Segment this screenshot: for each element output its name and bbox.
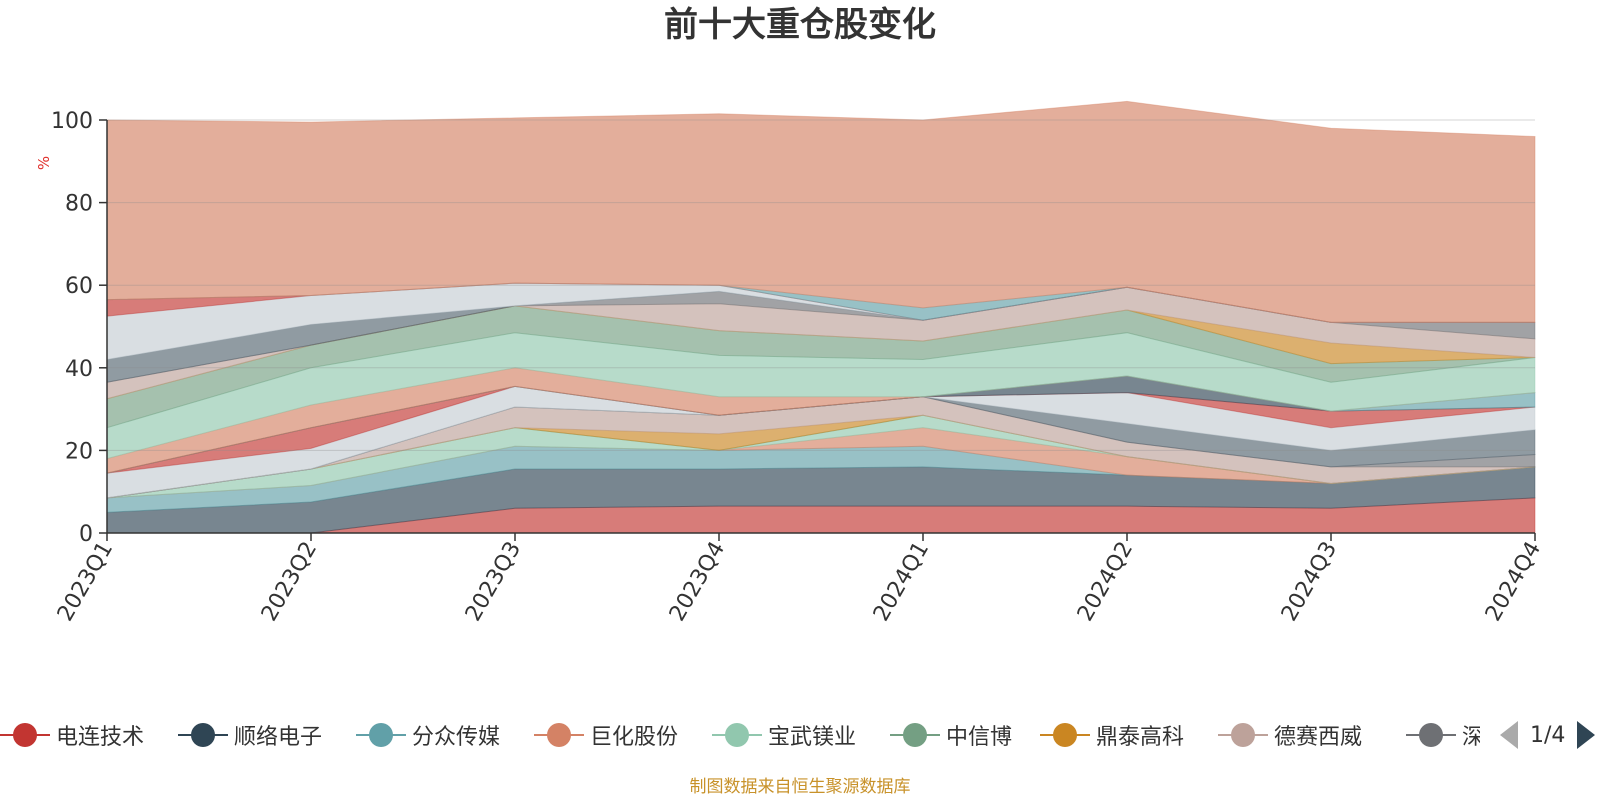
- legend-item[interactable]: 鼎泰高科: [1040, 713, 1184, 757]
- chart-title: 前十大重仓股变化: [664, 5, 936, 45]
- legend-item-label: 深: [1462, 725, 1480, 750]
- legend-marker-icon: [1040, 723, 1090, 747]
- legend-item[interactable]: 巨化股份: [534, 713, 678, 757]
- legend-next-page-icon[interactable]: [1577, 721, 1596, 749]
- legend-item[interactable]: 宝武镁业: [712, 713, 856, 757]
- legend-item-label: 德赛西威: [1274, 725, 1363, 750]
- legend-marker-icon: [356, 723, 406, 747]
- legend-item-label: 分众传媒: [412, 725, 501, 750]
- legend-item-label: 鼎泰高科: [1096, 725, 1185, 750]
- x-tick-label-4: 2024Q1: [869, 538, 934, 626]
- x-tick-label-3: 2023Q4: [665, 538, 730, 626]
- legend-marker-icon: [1218, 723, 1268, 747]
- y-tick-label-0: 0: [79, 522, 93, 547]
- legend-item-label: 宝武镁业: [768, 725, 857, 750]
- legend-item[interactable]: 电连技术: [0, 713, 144, 757]
- legend-item-label: 顺络电子: [234, 725, 323, 750]
- legend-prev-page-icon[interactable]: [1500, 721, 1518, 749]
- legend-item-label: 中信博: [946, 725, 1013, 750]
- legend-item[interactable]: 顺络电子: [178, 713, 322, 757]
- legend-items: 电连技术 顺络电子 分众传媒 巨化股份 宝武镁业 中信博 鼎泰高科 德赛西威 深: [0, 713, 1480, 757]
- legend: 电连技术 顺络电子 分众传媒 巨化股份 宝武镁业 中信博 鼎泰高科 德赛西威 深: [0, 713, 1600, 757]
- y-axis-label: %: [35, 156, 53, 170]
- x-tick-label-0: 2023Q1: [53, 538, 118, 626]
- y-tick-label-5: 100: [51, 109, 93, 134]
- legend-item-label: 巨化股份: [590, 725, 679, 750]
- legend-item[interactable]: 中信博: [890, 713, 1012, 757]
- y-tick-label-2: 40: [65, 357, 93, 382]
- legend-marker-icon: [0, 723, 50, 747]
- y-tick-label-1: 20: [65, 439, 93, 464]
- legend-marker-icon: [178, 723, 228, 747]
- legend-marker-icon: [534, 723, 584, 747]
- legend-pager: 1/4: [1500, 713, 1596, 757]
- legend-item[interactable]: 深: [1406, 713, 1480, 757]
- x-tick-label-6: 2024Q3: [1277, 538, 1342, 626]
- series-area-24: [106, 100, 1536, 323]
- x-tick-label-1: 2023Q2: [257, 538, 322, 626]
- legend-item-label: 电连技术: [56, 725, 145, 750]
- legend-item[interactable]: 德赛西威: [1218, 713, 1362, 757]
- legend-marker-icon: [712, 723, 762, 747]
- legend-item[interactable]: 分众传媒: [356, 713, 500, 757]
- legend-page-indicator: 1/4: [1530, 722, 1566, 748]
- y-tick-label-4: 80: [65, 192, 93, 217]
- y-tick-label-3: 60: [65, 274, 93, 299]
- x-tick-label-5: 2024Q2: [1073, 538, 1138, 626]
- legend-marker-icon: [1406, 723, 1456, 747]
- x-tick-label-2: 2023Q3: [461, 538, 526, 626]
- data-source-note: 制图数据来自恒生聚源数据库: [689, 777, 911, 797]
- x-tick-label-7: 2024Q4: [1481, 538, 1546, 626]
- legend-marker-icon: [890, 723, 940, 747]
- series-area-15: [106, 332, 1536, 460]
